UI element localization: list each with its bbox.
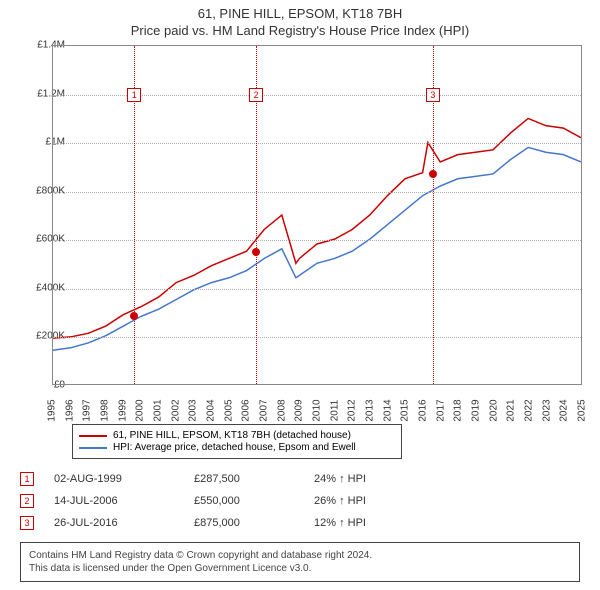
x-tick-label: 2002 xyxy=(170,399,181,421)
x-tick-label: 2018 xyxy=(453,399,464,421)
transaction-marker-dot xyxy=(130,312,138,320)
gridline xyxy=(53,240,581,241)
x-tick-label: 2020 xyxy=(488,399,499,421)
x-tick-label: 2011 xyxy=(329,400,340,422)
transaction-marker-label: 3 xyxy=(426,88,440,102)
transaction-marker-label: 1 xyxy=(127,88,141,102)
transaction-marker-label: 2 xyxy=(249,88,263,102)
transaction-num: 2 xyxy=(20,494,34,508)
transactions-table: 1 02-AUG-1999£287,50024% ↑ HPI 2 14-JUL-200… xyxy=(20,468,434,534)
x-tick-label: 2021 xyxy=(506,399,517,421)
x-tick-label: 2012 xyxy=(347,399,358,421)
transaction-delta: 12% ↑ HPI xyxy=(314,517,434,529)
legend-label-hpi: HPI: Average price, detached house, Epso… xyxy=(113,442,356,453)
x-tick-label: 2023 xyxy=(541,399,552,421)
x-axis-labels: 1995199619971998199920002001200220032004… xyxy=(52,385,582,420)
attribution-line2: This data is licensed under the Open Gov… xyxy=(29,562,571,575)
x-tick-label: 2016 xyxy=(418,399,429,421)
transaction-delta: 26% ↑ HPI xyxy=(314,495,434,507)
attribution: Contains HM Land Registry data © Crown c… xyxy=(20,542,580,582)
x-tick-label: 2000 xyxy=(135,399,146,421)
x-tick-label: 2019 xyxy=(471,399,482,421)
x-tick-label: 2025 xyxy=(577,399,588,421)
title-block: 61, PINE HILL, EPSOM, KT18 7BH Price pai… xyxy=(0,0,600,38)
transaction-date: 14-JUL-2006 xyxy=(54,495,194,507)
x-tick-label: 2003 xyxy=(188,399,199,421)
x-tick-label: 1996 xyxy=(64,399,75,421)
legend-row-hpi: HPI: Average price, detached house, Epso… xyxy=(79,442,395,453)
legend-swatch-property xyxy=(79,435,107,437)
x-tick-label: 2014 xyxy=(382,399,393,421)
gridline xyxy=(53,143,581,144)
x-tick-label: 2013 xyxy=(365,399,376,421)
transaction-date: 26-JUL-2016 xyxy=(54,517,194,529)
transaction-price: £287,500 xyxy=(194,473,314,485)
series-line-property xyxy=(53,118,581,338)
transaction-date: 02-AUG-1999 xyxy=(54,473,194,485)
x-tick-label: 2022 xyxy=(524,399,535,421)
x-tick-label: 1998 xyxy=(100,399,111,421)
transaction-delta: 24% ↑ HPI xyxy=(314,473,434,485)
transaction-row: 1 02-AUG-1999£287,50024% ↑ HPI xyxy=(20,468,434,490)
gridline xyxy=(53,337,581,338)
gridline xyxy=(53,289,581,290)
transaction-price: £875,000 xyxy=(194,517,314,529)
x-tick-label: 1997 xyxy=(82,399,93,421)
transaction-row: 3 26-JUL-2016£875,00012% ↑ HPI xyxy=(20,512,434,534)
x-tick-label: 2004 xyxy=(206,399,217,421)
legend-label-property: 61, PINE HILL, EPSOM, KT18 7BH (detached… xyxy=(113,430,351,441)
title-subtitle: Price paid vs. HM Land Registry's House … xyxy=(0,23,600,38)
gridline xyxy=(53,192,581,193)
legend-swatch-hpi xyxy=(79,447,107,449)
x-tick-label: 1999 xyxy=(117,399,128,421)
transaction-marker-dot xyxy=(252,248,260,256)
legend: 61, PINE HILL, EPSOM, KT18 7BH (detached… xyxy=(72,424,402,459)
chart-plot-area: 1 2 3 xyxy=(52,45,582,385)
chart-container: 61, PINE HILL, EPSOM, KT18 7BH Price pai… xyxy=(0,0,600,590)
x-tick-label: 1995 xyxy=(47,399,58,421)
x-tick-label: 2017 xyxy=(435,399,446,421)
x-tick-label: 2005 xyxy=(223,399,234,421)
title-address: 61, PINE HILL, EPSOM, KT18 7BH xyxy=(0,6,600,21)
x-tick-label: 2006 xyxy=(241,399,252,421)
transaction-num: 3 xyxy=(20,516,34,530)
transaction-marker-dot xyxy=(429,170,437,178)
x-tick-label: 2024 xyxy=(559,399,570,421)
transaction-price: £550,000 xyxy=(194,495,314,507)
x-tick-label: 2008 xyxy=(276,399,287,421)
x-tick-label: 2007 xyxy=(259,399,270,421)
x-tick-label: 2015 xyxy=(400,399,411,421)
transaction-row: 2 14-JUL-2006£550,00026% ↑ HPI xyxy=(20,490,434,512)
x-tick-label: 2009 xyxy=(294,399,305,421)
legend-row-property: 61, PINE HILL, EPSOM, KT18 7BH (detached… xyxy=(79,430,395,441)
transaction-num: 1 xyxy=(20,472,34,486)
x-tick-label: 2001 xyxy=(153,399,164,421)
x-tick-label: 2010 xyxy=(312,399,323,421)
attribution-line1: Contains HM Land Registry data © Crown c… xyxy=(29,549,571,562)
